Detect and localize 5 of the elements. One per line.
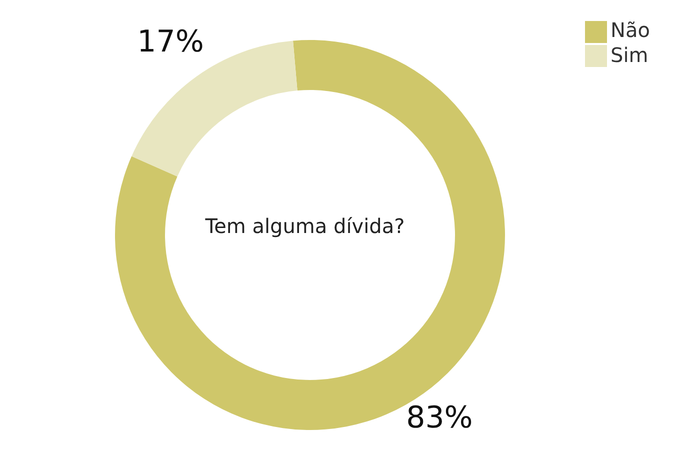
data-label: 17% bbox=[137, 24, 204, 60]
text: Tem alguma dívida? bbox=[204, 214, 406, 238]
legend-label: Não bbox=[610, 18, 650, 42]
legend-label: Sim bbox=[610, 42, 648, 67]
data-label: 83% bbox=[406, 400, 473, 436]
